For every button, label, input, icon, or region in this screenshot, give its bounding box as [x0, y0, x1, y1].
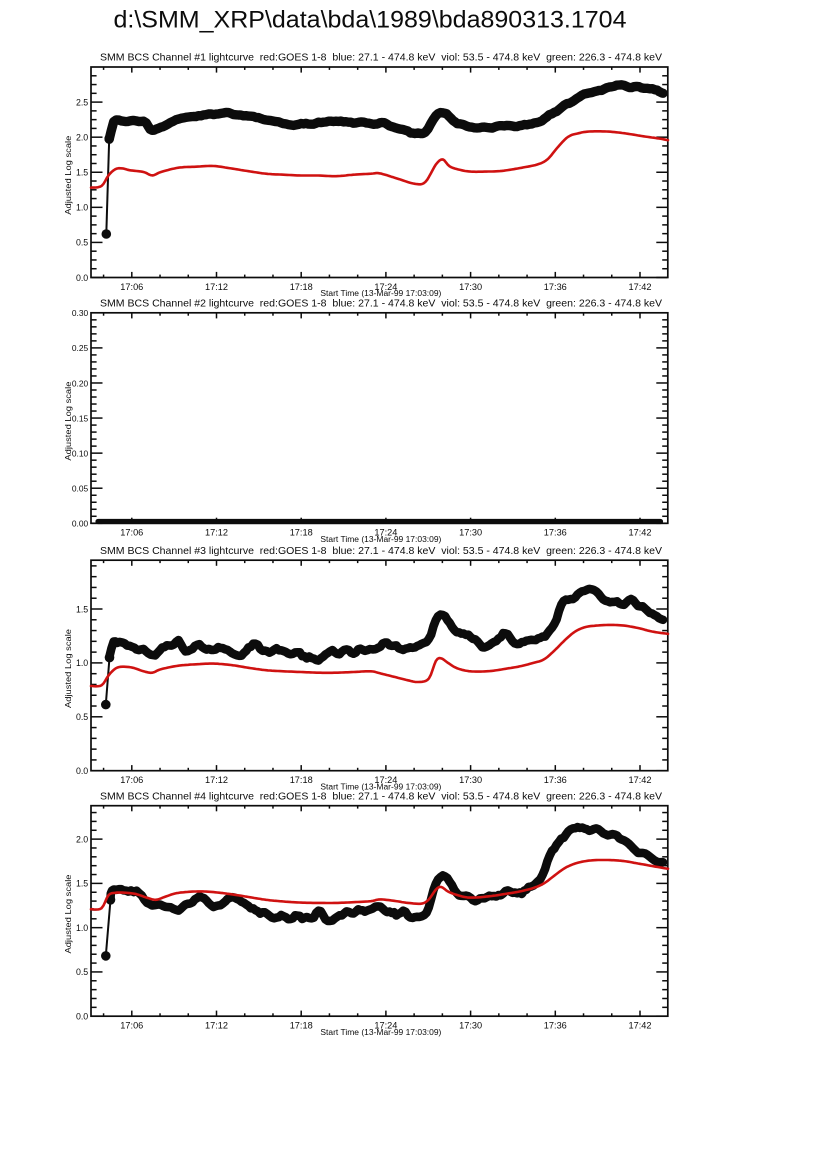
svg-text:17:42: 17:42 [629, 1021, 652, 1031]
svg-text:17:18: 17:18 [290, 528, 313, 538]
svg-text:17:30: 17:30 [459, 528, 482, 538]
svg-text:0.5: 0.5 [76, 712, 88, 722]
svg-text:0.5: 0.5 [76, 238, 88, 248]
svg-text:SMM BCS Channel #1 lightcurve: SMM BCS Channel #1 lightcurve red:GOES 1… [100, 53, 662, 64]
svg-text:d:\SMM_XRP\data\bda\1989\bda89: d:\SMM_XRP\data\bda\1989\bda890313.1704 [114, 7, 627, 34]
svg-text:Start Time (13-Mar-99 17:03:09: Start Time (13-Mar-99 17:03:09) [320, 535, 441, 544]
svg-text:Start Time (13-Mar-99 17:03:09: Start Time (13-Mar-99 17:03:09) [320, 1028, 441, 1037]
svg-text:Adjusted Log scale: Adjusted Log scale [63, 629, 73, 708]
svg-text:17:36: 17:36 [544, 1021, 567, 1031]
svg-text:0.20: 0.20 [72, 378, 89, 388]
svg-text:17:12: 17:12 [205, 1021, 228, 1031]
svg-text:0.00: 0.00 [72, 519, 89, 529]
svg-text:0.15: 0.15 [72, 413, 89, 423]
svg-text:0.0: 0.0 [76, 766, 88, 776]
svg-text:2.5: 2.5 [76, 97, 88, 107]
svg-text:17:06: 17:06 [120, 528, 143, 538]
svg-text:Adjusted Log scale: Adjusted Log scale [63, 874, 73, 953]
svg-text:Start Time (13-Mar-99 17:03:09: Start Time (13-Mar-99 17:03:09) [320, 289, 441, 298]
svg-text:0.30: 0.30 [72, 308, 89, 318]
svg-text:0.10: 0.10 [72, 448, 89, 458]
svg-text:17:18: 17:18 [290, 282, 313, 292]
svg-text:Start Time (13-Mar-99 17:03:09: Start Time (13-Mar-99 17:03:09) [320, 782, 441, 791]
svg-text:SMM BCS Channel #3 lightcurve: SMM BCS Channel #3 lightcurve red:GOES 1… [100, 546, 662, 557]
svg-text:1.0: 1.0 [76, 203, 88, 213]
svg-text:17:18: 17:18 [290, 775, 313, 785]
svg-text:17:42: 17:42 [629, 528, 652, 538]
svg-text:1.5: 1.5 [76, 879, 88, 889]
svg-text:1.0: 1.0 [76, 658, 88, 668]
svg-text:17:24: 17:24 [374, 528, 397, 538]
svg-text:17:42: 17:42 [629, 775, 652, 785]
svg-text:17:24: 17:24 [374, 775, 397, 785]
svg-text:17:42: 17:42 [629, 282, 652, 292]
svg-text:2.0: 2.0 [76, 133, 88, 143]
svg-text:0.05: 0.05 [72, 484, 89, 494]
svg-text:17:36: 17:36 [544, 775, 567, 785]
svg-text:0.0: 0.0 [76, 273, 88, 283]
svg-text:17:18: 17:18 [290, 1021, 313, 1031]
svg-text:17:24: 17:24 [374, 282, 397, 292]
svg-text:2.0: 2.0 [76, 834, 88, 844]
svg-text:Adjusted Log scale: Adjusted Log scale [63, 135, 73, 214]
svg-text:0.25: 0.25 [72, 343, 89, 353]
svg-text:17:36: 17:36 [544, 282, 567, 292]
svg-text:17:24: 17:24 [374, 1021, 397, 1031]
svg-text:17:12: 17:12 [205, 528, 228, 538]
svg-text:1.5: 1.5 [76, 168, 88, 178]
svg-text:0.5: 0.5 [76, 967, 88, 977]
svg-text:0.0: 0.0 [76, 1012, 88, 1022]
svg-text:SMM BCS Channel #4 lightcurve: SMM BCS Channel #4 lightcurve red:GOES 1… [100, 791, 662, 802]
svg-text:17:36: 17:36 [544, 528, 567, 538]
svg-text:17:06: 17:06 [120, 282, 143, 292]
svg-text:Adjusted Log scale: Adjusted Log scale [63, 381, 73, 460]
svg-text:1.5: 1.5 [76, 604, 88, 614]
svg-text:SMM BCS Channel #2 lightcurve: SMM BCS Channel #2 lightcurve red:GOES 1… [100, 299, 662, 310]
svg-text:17:06: 17:06 [120, 1021, 143, 1031]
svg-text:17:30: 17:30 [459, 1021, 482, 1031]
svg-text:17:06: 17:06 [120, 775, 143, 785]
svg-text:17:30: 17:30 [459, 282, 482, 292]
svg-text:1.0: 1.0 [76, 923, 88, 933]
svg-text:17:12: 17:12 [205, 775, 228, 785]
svg-text:17:30: 17:30 [459, 775, 482, 785]
svg-text:17:12: 17:12 [205, 282, 228, 292]
